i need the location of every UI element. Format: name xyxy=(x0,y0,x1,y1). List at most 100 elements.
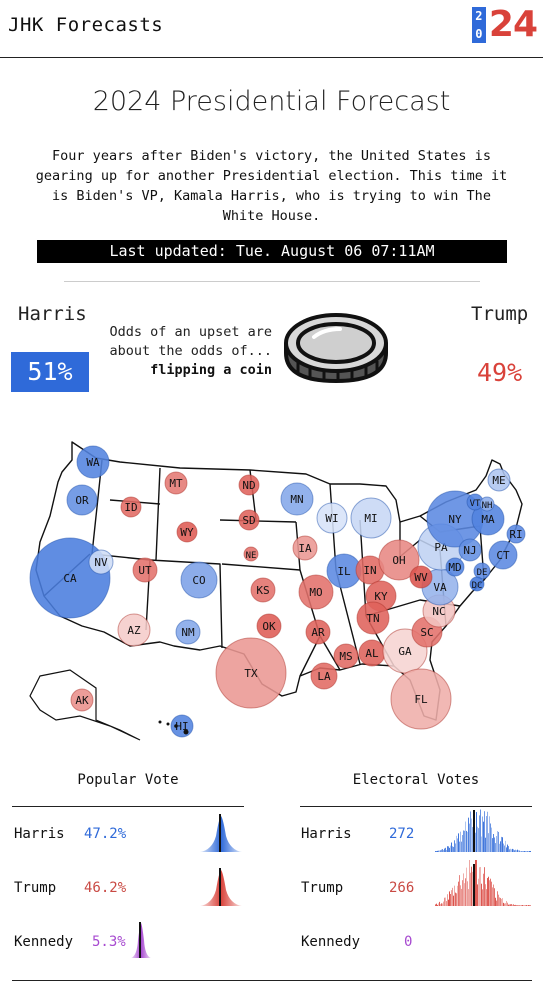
histogram-bar xyxy=(494,837,495,852)
state-bubble-oh[interactable]: OH xyxy=(378,539,420,581)
state-bubble-ms[interactable]: MS xyxy=(333,643,359,669)
state-bubble-wy[interactable]: WY xyxy=(176,521,198,543)
state-bubble-mn[interactable]: MN xyxy=(280,482,314,516)
state-bubble-ut[interactable]: UT xyxy=(132,557,158,583)
state-circle[interactable] xyxy=(243,546,259,562)
state-bubble-mi[interactable]: MI xyxy=(350,497,392,539)
state-circle[interactable] xyxy=(298,574,334,610)
histogram-bar xyxy=(435,904,436,906)
state-circle[interactable] xyxy=(250,577,276,603)
state-bubble-ak[interactable]: AK xyxy=(70,688,94,712)
state-circle[interactable] xyxy=(66,484,98,516)
state-circle[interactable] xyxy=(256,613,282,639)
histogram-bar xyxy=(489,880,490,906)
histogram-bar xyxy=(447,846,448,852)
state-bubble-me[interactable]: ME xyxy=(487,468,511,492)
histogram-bar xyxy=(436,903,437,906)
state-bubble-nj[interactable]: NJ xyxy=(458,538,482,562)
histogram-bar xyxy=(435,851,436,852)
histogram-bar xyxy=(502,898,503,906)
histogram-bar xyxy=(501,898,502,906)
state-circle[interactable] xyxy=(70,688,94,712)
state-circle[interactable] xyxy=(445,557,465,577)
state-circle[interactable] xyxy=(378,539,420,581)
state-bubble-nd[interactable]: ND xyxy=(238,474,260,496)
us-electoral-map[interactable]: WA OR CA NV ID MT WY UT AZ CO NM ND SD NE KS OK TX MN IA MO… xyxy=(0,420,543,750)
state-circle[interactable] xyxy=(238,509,260,531)
state-bubble-ar[interactable]: AR xyxy=(305,619,331,645)
state-bubble-ks[interactable]: KS xyxy=(250,577,276,603)
state-circle[interactable] xyxy=(487,468,511,492)
state-circle[interactable] xyxy=(117,613,151,647)
state-label: ND xyxy=(242,479,255,492)
histogram-bar xyxy=(493,884,494,906)
state-circle[interactable] xyxy=(390,668,452,730)
state-circle[interactable] xyxy=(292,535,318,561)
state-circle[interactable] xyxy=(506,524,526,544)
histogram-bar xyxy=(466,867,467,906)
state-circle[interactable] xyxy=(488,540,518,570)
state-bubble-ok[interactable]: OK xyxy=(256,613,282,639)
ev-harris-label: Harris xyxy=(301,826,352,842)
state-bubble-id[interactable]: ID xyxy=(120,496,142,518)
state-bubble-md[interactable]: MD xyxy=(445,557,465,577)
histogram-bar xyxy=(487,878,488,906)
state-bubble-nm[interactable]: NM xyxy=(175,619,201,645)
state-bubble-wa[interactable]: WA xyxy=(76,445,110,479)
state-bubble-wv[interactable]: WV xyxy=(409,565,433,589)
state-circle[interactable] xyxy=(238,474,260,496)
state-bubble-sd[interactable]: SD xyxy=(238,509,260,531)
histogram-bar xyxy=(451,842,452,852)
pv-kennedy-distribution-icon xyxy=(131,922,151,958)
state-bubble-nh[interactable]: NH xyxy=(479,496,495,512)
page-title: 2024 Presidential Forecast xyxy=(92,86,451,117)
histogram-bar xyxy=(456,835,457,852)
state-bubble-tn[interactable]: TN xyxy=(356,601,390,635)
state-bubble-il[interactable]: IL xyxy=(326,553,362,589)
state-bubble-tx[interactable]: TX xyxy=(215,637,287,709)
state-bubble-mo[interactable]: MO xyxy=(298,574,334,610)
state-circle[interactable] xyxy=(305,619,331,645)
state-bubble-al[interactable]: AL xyxy=(358,639,386,667)
state-bubble-ne[interactable]: NE xyxy=(243,546,259,562)
state-bubble-la[interactable]: LA xyxy=(310,662,338,690)
state-bubble-dc[interactable]: DC xyxy=(469,576,485,592)
state-circle[interactable] xyxy=(316,502,348,534)
state-circle[interactable] xyxy=(458,538,482,562)
state-bubble-fl[interactable]: FL xyxy=(390,668,452,730)
state-bubble-ri[interactable]: RI xyxy=(506,524,526,544)
state-circle[interactable] xyxy=(88,549,114,575)
state-circle[interactable] xyxy=(175,619,201,645)
state-circle[interactable] xyxy=(180,561,218,599)
state-circle[interactable] xyxy=(215,637,287,709)
state-circle[interactable] xyxy=(120,496,142,518)
brand-name[interactable]: JHK Forecasts xyxy=(8,14,164,36)
histogram-bar xyxy=(455,843,456,852)
state-circle[interactable] xyxy=(409,565,433,589)
state-bubble-nv[interactable]: NV xyxy=(88,549,114,575)
state-bubble-or[interactable]: OR xyxy=(66,484,98,516)
state-circle[interactable] xyxy=(280,482,314,516)
state-circle[interactable] xyxy=(333,643,359,669)
state-circle[interactable] xyxy=(164,471,188,495)
state-circle[interactable] xyxy=(350,497,392,539)
state-bubble-wi[interactable]: WI xyxy=(316,502,348,534)
state-bubble-az[interactable]: AZ xyxy=(117,613,151,647)
histogram-bar xyxy=(523,905,524,906)
histogram-bar xyxy=(486,889,487,906)
pv-trump-distribution-icon xyxy=(200,868,242,906)
state-circle[interactable] xyxy=(176,521,198,543)
state-circle[interactable] xyxy=(469,576,485,592)
state-circle[interactable] xyxy=(76,445,110,479)
logo-2024[interactable]: 2 0 24 xyxy=(471,6,538,44)
state-circle[interactable] xyxy=(310,662,338,690)
state-circle[interactable] xyxy=(479,496,495,512)
state-bubble-ct[interactable]: CT xyxy=(488,540,518,570)
state-bubble-co[interactable]: CO xyxy=(180,561,218,599)
state-bubble-mt[interactable]: MT xyxy=(164,471,188,495)
state-circle[interactable] xyxy=(356,601,390,635)
state-circle[interactable] xyxy=(132,557,158,583)
state-bubble-ia[interactable]: IA xyxy=(292,535,318,561)
histogram-bar xyxy=(450,894,451,906)
state-bubble-ma[interactable]: MA xyxy=(471,502,505,536)
